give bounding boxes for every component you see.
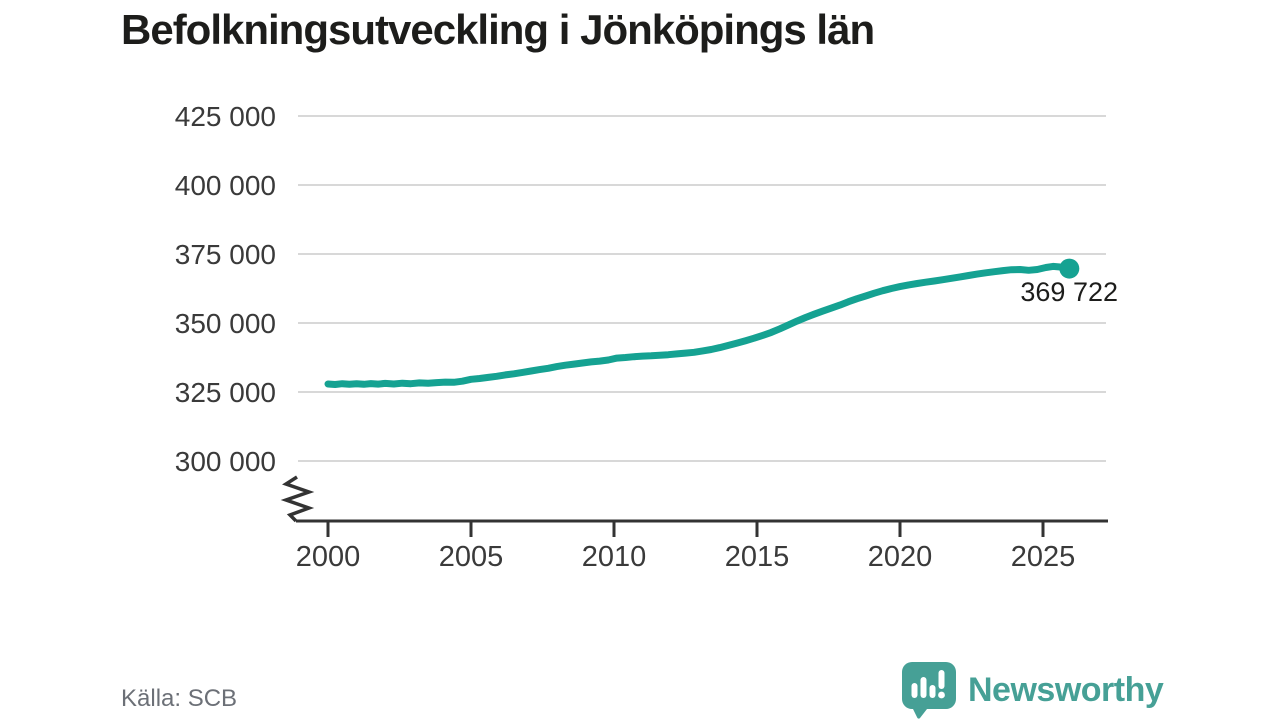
- bar-1: [911, 683, 918, 698]
- population-series-line: [324, 262, 1077, 388]
- newsworthy-logo-icon: [902, 662, 956, 719]
- y-tick-label: 400 000: [175, 170, 276, 201]
- x-tick-label: 2025: [1011, 541, 1076, 573]
- exclamation-dot: [938, 691, 945, 699]
- endpoint-value-label: 369 722: [1020, 277, 1118, 307]
- x-tick-label: 2005: [439, 541, 504, 573]
- x-tick-label: 2015: [725, 541, 790, 573]
- endpoint-dot: [1059, 258, 1080, 279]
- y-tick-label: 325 000: [175, 377, 276, 408]
- x-tick-label: 2020: [868, 541, 933, 573]
- axis-break-icon: [280, 475, 315, 523]
- y-tick-label: 350 000: [175, 308, 276, 339]
- bar-2: [920, 677, 927, 698]
- speech-bubble-shape: [902, 662, 956, 719]
- newsworthy-brand: Newsworthy: [901, 661, 1164, 719]
- exclamation-bar: [938, 670, 945, 689]
- y-tick-label: 425 000: [175, 101, 276, 132]
- y-tick-label: 375 000: [175, 239, 276, 270]
- x-tick-label: 2000: [296, 541, 361, 573]
- bar-3: [929, 685, 936, 698]
- chart-title: Befolkningsutveckling i Jönköpings län: [121, 6, 875, 53]
- source-note: Källa: SCB: [121, 685, 238, 712]
- x-tick-label: 2010: [582, 541, 647, 573]
- newsworthy-wordmark: Newsworthy: [968, 670, 1164, 709]
- y-tick-label: 300 000: [175, 446, 276, 477]
